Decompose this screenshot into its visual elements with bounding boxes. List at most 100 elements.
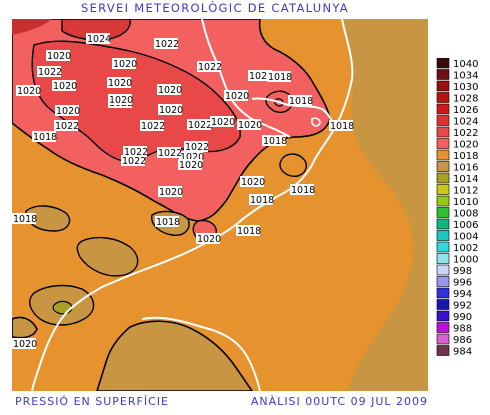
isobar-label: 1018 (268, 72, 292, 83)
isobar-label: 1020 (241, 177, 265, 188)
isobar-label: 1020 (197, 234, 221, 245)
isobar-label: 1022 (198, 62, 222, 73)
isobar-label: 1020 (211, 117, 235, 128)
legend-label: 1010 (453, 197, 478, 208)
isobar-label-bg (184, 141, 208, 152)
low-1016-southwest (12, 316, 38, 339)
isobar-label-bg (224, 90, 248, 101)
isobar-label: 1024 (87, 34, 111, 45)
legend-label: 1000 (453, 255, 478, 266)
legend-swatch (436, 218, 450, 230)
isobar-label: 1022 (124, 147, 148, 158)
legend-label: 1022 (453, 128, 478, 139)
legend-swatch (436, 345, 450, 356)
isobar-label-bg (178, 159, 202, 170)
legend-swatch (436, 69, 450, 80)
legend-swatch (436, 333, 450, 345)
legend-swatch (436, 287, 450, 299)
isobar-label: 1022 (188, 120, 212, 131)
isobar-label-bg (37, 66, 61, 77)
isobar-label: 1020 (53, 81, 77, 92)
isobar-label-bg (262, 135, 286, 146)
isobar-label-bg (290, 184, 314, 195)
isobar-label: 1022 (141, 121, 165, 132)
legend-label: 984 (453, 347, 472, 358)
isobar-label: 1022 (38, 67, 62, 78)
legend-label: 1026 (453, 105, 478, 116)
legend-label: 990 (453, 312, 472, 323)
legend-label: 998 (453, 266, 472, 277)
legend-swatch (436, 299, 450, 310)
isobar-label-bg (12, 213, 36, 224)
isobar-label-bg (237, 119, 261, 130)
isobar-label-bg (112, 58, 136, 69)
isobar-label: 1020 (13, 339, 37, 350)
isobar-label: 1022 (55, 121, 79, 132)
isobar-label-bg (86, 33, 110, 44)
isobar-label: 1018 (237, 226, 261, 237)
isobar-label: 1018 (13, 214, 37, 225)
isobar-label: 1020 (159, 105, 183, 116)
legend-label: 1012 (453, 186, 478, 197)
isobar-label: 1018 (289, 96, 313, 107)
low-blob-west-3-core (52, 300, 73, 315)
coast-island (311, 117, 321, 127)
low-1016-south (96, 320, 253, 391)
legend-label: 994 (453, 289, 472, 300)
isobar-label-bg (187, 119, 211, 130)
isobar-label: 1020 (113, 59, 137, 70)
border-line-north (251, 97, 335, 130)
isobar-label: 1020 (56, 106, 80, 117)
isobar-label-bg (12, 338, 36, 349)
border-line-south (141, 316, 261, 391)
isobar-label-bg (179, 151, 203, 162)
isobar-label-bg (210, 116, 234, 127)
isobar-label: 1020 (158, 85, 182, 96)
isobar-label: 1018 (156, 217, 180, 228)
sea-area (342, 19, 428, 391)
isobar-label: 1020 (180, 152, 204, 163)
legend-swatch (436, 207, 450, 218)
isobar-label-bg (236, 225, 260, 236)
isobar-label: 1020 (109, 95, 133, 106)
high-1024-corner (12, 19, 52, 35)
isobar-label-bg (197, 61, 221, 72)
legend-label: 996 (453, 278, 472, 289)
isobar-label-bg (52, 80, 76, 91)
isobar-label: 1022 (158, 148, 182, 159)
legend-swatch (436, 172, 450, 184)
legend-swatch (436, 253, 450, 264)
isobar-label: 1018 (291, 185, 315, 196)
legend-label: 1014 (453, 174, 478, 185)
isobar-label-bg (157, 84, 181, 95)
isobar-label-bg (46, 50, 70, 61)
isobar-label-bg (107, 77, 131, 88)
isobar-label-bg (158, 104, 182, 115)
legend-swatch (436, 322, 450, 333)
isobar-label-bg (267, 71, 291, 82)
legend-swatch (436, 103, 450, 115)
isobar-label: 1020 (159, 187, 183, 198)
isobar-label-bg (140, 120, 164, 131)
legend-label: 1020 (453, 140, 478, 151)
isobar-label-bg (196, 233, 220, 244)
isobar-label: 1022 (155, 39, 179, 50)
legend-swatch (436, 161, 450, 172)
footer-caption: PRESSIÓ EN SUPERFÍCIE (15, 395, 169, 408)
isobar-label: 1020 (225, 91, 249, 102)
isobar-label-bg (55, 105, 79, 116)
isobar-label-bg (123, 146, 147, 157)
legend-swatch (436, 195, 450, 207)
low-blob-west-1 (25, 205, 71, 232)
legend-label: 1006 (453, 220, 478, 231)
legend-label: 1028 (453, 94, 478, 105)
isobar-label-bg (158, 186, 182, 197)
legend-swatch (436, 138, 450, 149)
footer-analysis-time: ANÀLISI 00UTC 09 JUL 2009 (250, 395, 428, 408)
isobar-label-bg (288, 95, 312, 106)
pressure-legend: 1040103410301028102610241022102010181016… (436, 58, 478, 358)
isobar-label: 1020 (249, 71, 273, 82)
isobar-label-bg (248, 70, 272, 81)
legend-label: 1040 (453, 59, 478, 70)
legend-swatch (436, 80, 450, 92)
